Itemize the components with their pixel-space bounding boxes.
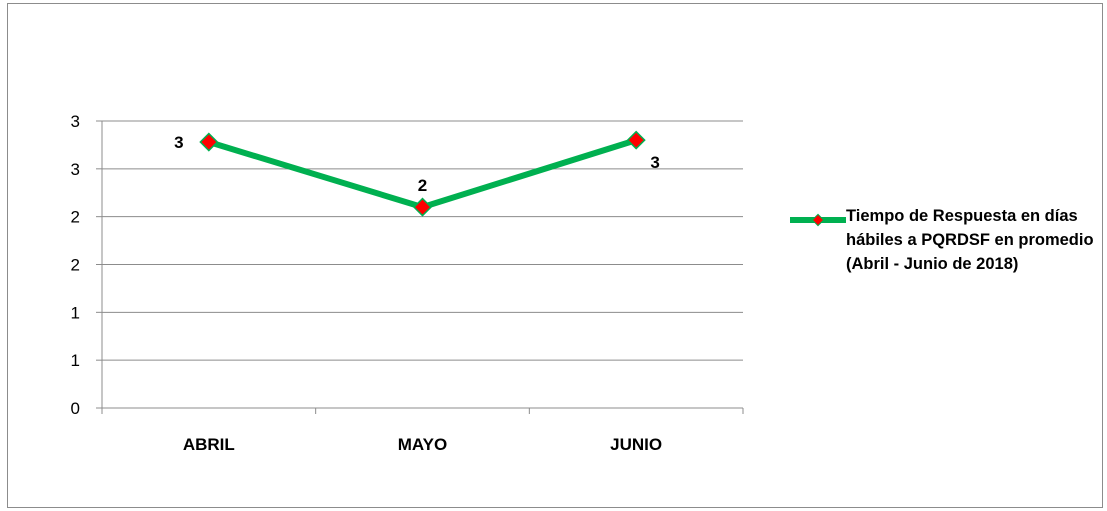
data-point: [626, 130, 646, 150]
data-point: [199, 132, 219, 152]
axes: [96, 120, 744, 414]
x-tick-labels: ABRIL MAYO JUNIO: [183, 435, 662, 454]
y-tick-label: 2: [71, 208, 80, 227]
data-labels: 3 2 3: [174, 133, 660, 195]
series-line: [205, 137, 640, 211]
y-tick-label: 3: [71, 160, 80, 179]
y-tick-label: 2: [71, 256, 80, 275]
y-tick-label: 1: [71, 303, 80, 322]
y-tick-label: 1: [71, 351, 80, 370]
markers: [199, 130, 646, 217]
x-tick-label: MAYO: [398, 435, 447, 454]
x-tick-label: JUNIO: [610, 435, 662, 454]
y-tick-labels: 0 1 1 2 2 3 3: [71, 112, 80, 418]
series-lines: [205, 137, 640, 211]
y-tick-label: 3: [71, 112, 80, 131]
chart-frame: [7, 3, 1103, 508]
y-tick-label: 0: [71, 399, 80, 418]
data-label: 3: [174, 133, 183, 152]
data-point: [412, 197, 433, 217]
x-tick-label: ABRIL: [183, 435, 235, 454]
gridlines: [102, 120, 743, 361]
data-label: 3: [650, 153, 659, 172]
data-label: 2: [418, 176, 427, 195]
legend-swatch: [790, 213, 846, 227]
legend-label: Tiempo de Respuesta en días hábiles a PQ…: [846, 207, 1094, 273]
